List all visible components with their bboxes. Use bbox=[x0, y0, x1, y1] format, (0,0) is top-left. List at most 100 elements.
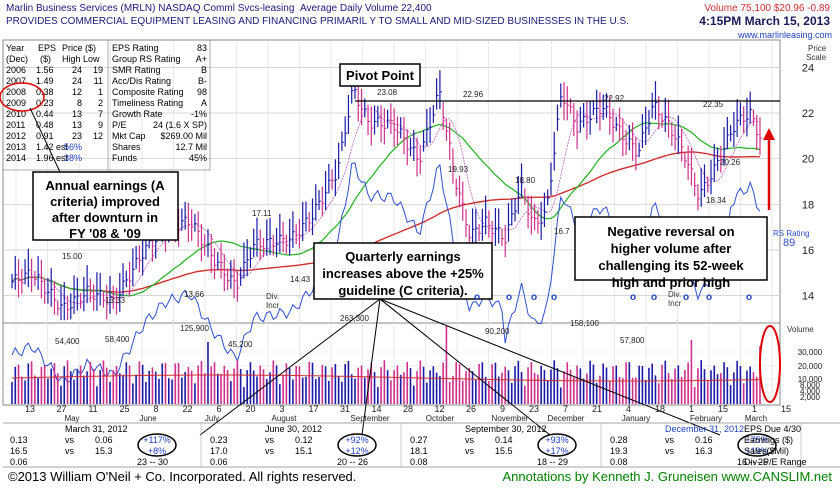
quarter-date: September 30, 2012 bbox=[465, 424, 547, 434]
rating-label: Mkt Cap bbox=[112, 131, 146, 141]
rating-label: Funds bbox=[112, 153, 138, 163]
volume-label: 57,800 bbox=[620, 336, 645, 345]
eps-price-high: 38% bbox=[64, 153, 82, 163]
eps-header: ($) bbox=[40, 54, 51, 64]
price-tick-label: 18 bbox=[802, 199, 814, 211]
eps-year: 2007 bbox=[6, 76, 26, 86]
quarter-sales-previous: 15.3 bbox=[95, 446, 113, 456]
month-label: March bbox=[745, 414, 767, 423]
event-marker: o bbox=[706, 292, 712, 303]
rating-value: 45% bbox=[189, 153, 207, 163]
eps-downturn-highlight bbox=[0, 82, 45, 112]
quarter-eps-pct: +93% bbox=[545, 435, 568, 445]
eps-price-low: 12 bbox=[93, 131, 103, 141]
rating-label: EPS Rating bbox=[112, 43, 159, 53]
event-marker: o bbox=[474, 292, 480, 303]
x-tick-label: 15 bbox=[718, 404, 728, 414]
eps-price-high: 12 bbox=[72, 87, 82, 97]
x-tick-label: 15 bbox=[781, 404, 791, 414]
eps-value: 0.38 bbox=[36, 87, 54, 97]
quarterly-pointers bbox=[199, 298, 721, 436]
eps-year: 2013 bbox=[6, 142, 26, 152]
quarter-row-label: Sales($Mil) bbox=[744, 446, 789, 456]
quarterly-pointer-line bbox=[379, 298, 721, 436]
volume-tick-label: 4,000 bbox=[800, 387, 821, 396]
quarter-eps-previous: 0.14 bbox=[495, 435, 513, 445]
dividend-increase-2: Div. Incr bbox=[668, 290, 682, 308]
x-axis: 13 27 11 25 8 22 6 20 3 17 31 14 28 12 26 9 23 7 21 4 18 1 15 1… bbox=[3, 404, 840, 424]
quarter-row-label: Earnings ($) bbox=[744, 435, 793, 445]
event-marker: o bbox=[551, 292, 557, 303]
event-marker: o bbox=[683, 292, 689, 303]
month-label: September bbox=[350, 414, 389, 423]
eps-value: 0.91 bbox=[36, 131, 54, 141]
volume-highlight bbox=[759, 325, 781, 403]
quarter-sales-current: 18.1 bbox=[410, 446, 428, 456]
company-line: Marlin Business Services (MRLN) NASDAQ C… bbox=[6, 3, 294, 14]
price-label: 14.43 bbox=[290, 275, 311, 284]
quarter-pe-range: 18 -- 29 bbox=[537, 457, 568, 467]
quarter-eps-current: 0.23 bbox=[210, 435, 228, 445]
x-tick-label: 1 bbox=[752, 404, 757, 414]
quarter-sales-pct: +12% bbox=[345, 446, 368, 456]
chart-datetime: 4:15PM March 15, 2013 bbox=[699, 14, 830, 28]
price-label: 17.11 bbox=[252, 209, 272, 218]
event-marker: o bbox=[506, 292, 512, 303]
quarter-dividend: 0.08 bbox=[610, 457, 628, 467]
x-tick-label: 3 bbox=[279, 404, 284, 414]
annual-annotation-box bbox=[32, 171, 179, 241]
volume-tick-label: 20,000 bbox=[798, 362, 823, 371]
rating-value: B bbox=[201, 65, 207, 75]
quarterly-pointer-line bbox=[361, 298, 381, 436]
rating-value: -1% bbox=[191, 109, 207, 119]
quarterly-pointer-line bbox=[199, 298, 381, 436]
x-tick-label: 4 bbox=[626, 404, 631, 414]
quarter-vs: vs bbox=[265, 435, 275, 445]
price-label: 13.66 bbox=[184, 290, 205, 299]
price-tick-label: 16 bbox=[802, 245, 814, 257]
price-tick-label: 22 bbox=[802, 108, 814, 120]
event-marker: o bbox=[531, 292, 537, 303]
quarter-vs: vs bbox=[465, 446, 475, 456]
price-scale-label: Price Scale bbox=[806, 44, 827, 62]
volume-tick-label: 8,000 bbox=[800, 381, 821, 390]
quarter-sales-current: 16.5 bbox=[10, 446, 28, 456]
month-label: December bbox=[548, 414, 585, 423]
eps-header: Year bbox=[6, 43, 24, 53]
eps-value: 1.56 bbox=[36, 65, 54, 75]
quarter-date: June 30, 2012 bbox=[265, 424, 322, 434]
event-marker: o bbox=[651, 292, 657, 303]
eps-year: 2006 bbox=[6, 65, 26, 75]
dividend-increase-1: Div. Incr bbox=[266, 292, 280, 310]
quarter-dividend: 0.06 bbox=[10, 457, 28, 467]
month-label: July bbox=[205, 414, 219, 423]
price-label: 22.92 bbox=[604, 94, 625, 103]
x-tick-label: 11 bbox=[88, 404, 97, 414]
ratings-table: EPS Rating 83 Group RS Rating A+ SMR Rating B… bbox=[2, 39, 211, 171]
x-tick-label: 12 bbox=[434, 404, 444, 414]
annual-pointer bbox=[29, 107, 61, 173]
quarter-pe-range: 16 -- 25 bbox=[737, 457, 768, 467]
quarter-sales-pct: +8% bbox=[148, 446, 166, 456]
eps-value: 1.49 bbox=[36, 76, 54, 86]
eps-price-high: 24 bbox=[72, 65, 82, 75]
eps-price-low: 19 bbox=[93, 65, 103, 75]
eps-value: 1.96 est bbox=[36, 153, 69, 163]
annual-annotation: Annual earnings (A criteria) improved afte… bbox=[45, 178, 165, 241]
copyright: ©2013 William O'Neil + Co. Incorporated.… bbox=[8, 469, 356, 484]
eps-year: 2010 bbox=[6, 109, 26, 119]
month-label: November bbox=[492, 414, 529, 423]
eps-price-high: 13 bbox=[72, 109, 82, 119]
price-label: 15.00 bbox=[62, 252, 83, 261]
volume-average-line bbox=[11, 374, 761, 382]
reversal-annotation-box bbox=[574, 216, 768, 281]
eps-price-low: 11 bbox=[94, 76, 103, 86]
volume-label: 125,900 bbox=[180, 324, 209, 333]
quarter-eps-current: 0.13 bbox=[10, 435, 28, 445]
eps-price-low: 7 bbox=[98, 109, 103, 119]
eps-year: 2014 bbox=[6, 153, 26, 163]
x-tick-label: 14 bbox=[371, 404, 381, 414]
rating-label: P/E bbox=[112, 120, 127, 130]
